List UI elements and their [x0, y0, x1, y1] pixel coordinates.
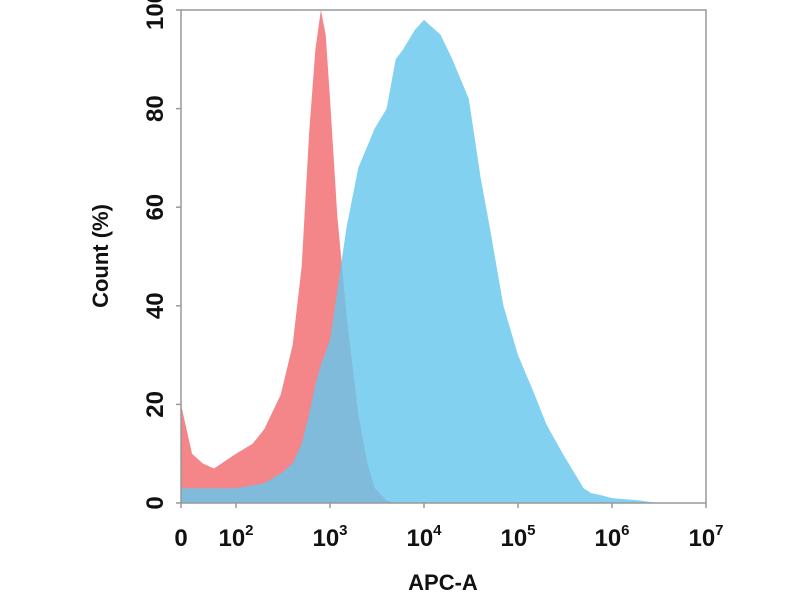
x-tick-label: 0 [174, 525, 187, 552]
y-tick-label: 40 [142, 292, 169, 319]
x-tick-label: 103 [312, 522, 347, 552]
y-tick-label: 0 [142, 496, 169, 509]
plot-frame [180, 9, 707, 504]
x-axis-ticks: 0 102 103 104 105 106 107 [174, 503, 724, 552]
x-tick-label: 107 [688, 522, 723, 552]
histogram-area-2 [181, 19, 657, 504]
y-axis-label: Count (%) [88, 204, 113, 308]
x-tick-label: 106 [594, 522, 629, 552]
x-axis-label: APC-A [408, 570, 478, 595]
x-tick-label: 105 [500, 522, 535, 552]
y-tick-label: 60 [142, 194, 169, 221]
y-axis-ticks: 0 20 40 60 80 100 [142, 0, 181, 510]
plot-areas [181, 10, 657, 504]
y-tick-label: 80 [142, 95, 169, 122]
x-tick-label: 104 [406, 522, 442, 552]
y-tick-label: 20 [142, 391, 169, 418]
x-tick-label: 102 [218, 522, 253, 552]
y-tick-label: 100 [142, 0, 169, 30]
